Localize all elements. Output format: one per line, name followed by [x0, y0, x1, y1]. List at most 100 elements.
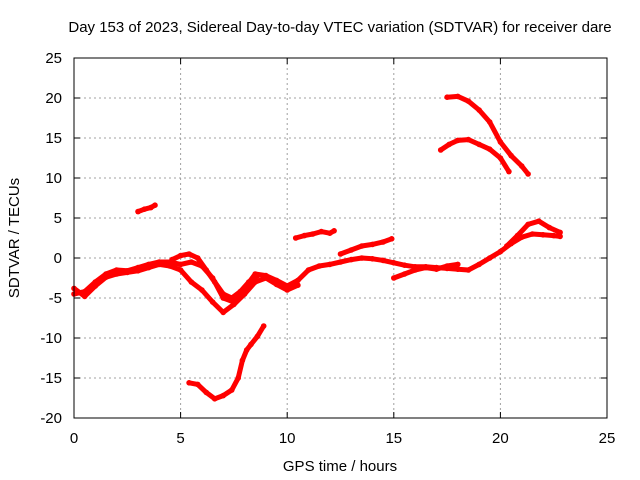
series-main-band-c: [169, 251, 261, 301]
y-tick-label: -10: [40, 330, 62, 347]
data-point: [327, 230, 333, 236]
data-point: [237, 288, 244, 295]
data-point: [508, 152, 514, 159]
series-short-arc-c: [337, 236, 395, 257]
data-point: [295, 277, 301, 284]
y-tick-label: -15: [40, 370, 62, 387]
data-point: [177, 261, 184, 268]
data-point: [476, 107, 482, 113]
data-point: [359, 255, 365, 261]
data-point: [273, 281, 280, 288]
data-point: [169, 256, 175, 263]
data-point: [497, 155, 504, 161]
data-point: [254, 272, 261, 279]
y-tick-label: 20: [45, 90, 62, 107]
data-point: [423, 264, 429, 271]
data-point: [444, 94, 450, 100]
data-point: [92, 283, 99, 289]
data-point: [465, 98, 472, 104]
data-point: [310, 231, 316, 237]
x-axis-label: GPS time / hours: [283, 458, 397, 475]
series-band-d: [391, 261, 461, 281]
data-point: [455, 261, 461, 268]
data-point: [177, 267, 184, 273]
data-point: [525, 221, 531, 228]
data-point: [337, 259, 344, 265]
data-point: [124, 269, 131, 276]
data-point: [260, 323, 267, 329]
data-point: [331, 228, 337, 234]
data-series: [71, 93, 563, 402]
data-point: [203, 389, 209, 396]
data-point: [263, 275, 269, 281]
data-point: [455, 93, 461, 100]
data-point: [145, 264, 152, 271]
data-point: [141, 206, 148, 212]
data-point: [476, 261, 482, 268]
data-point: [239, 357, 246, 364]
x-tick-label: 10: [279, 430, 296, 447]
data-point: [186, 380, 192, 386]
data-point: [229, 387, 235, 393]
data-point: [465, 136, 472, 143]
data-point: [156, 261, 163, 268]
series-line: [71, 261, 301, 315]
data-point: [412, 267, 418, 273]
data-point: [241, 291, 248, 297]
data-point: [546, 224, 553, 231]
data-point: [186, 251, 192, 257]
data-point: [284, 287, 291, 293]
data-point: [243, 347, 250, 353]
data-point: [231, 301, 237, 308]
data-point: [550, 232, 557, 239]
data-point: [380, 257, 386, 264]
y-tick-label: 15: [45, 130, 62, 147]
data-point: [401, 271, 408, 277]
data-point: [506, 168, 512, 175]
data-point: [199, 287, 205, 293]
data-point: [135, 268, 141, 274]
data-point: [465, 267, 472, 273]
y-axis-label: SDTVAR / TECUs: [6, 178, 23, 298]
data-point: [348, 247, 355, 253]
data-point: [557, 229, 563, 236]
data-point: [525, 171, 531, 177]
data-point: [254, 333, 261, 340]
data-point: [497, 248, 504, 255]
series-low-arc: [186, 323, 267, 402]
data-point: [220, 309, 226, 316]
data-point: [401, 262, 408, 269]
data-point: [194, 255, 201, 261]
data-point: [220, 291, 226, 297]
y-tick-label: 5: [54, 210, 62, 227]
data-point: [81, 293, 88, 300]
data-point: [248, 341, 254, 348]
data-point: [318, 228, 325, 235]
data-point: [444, 263, 450, 269]
x-tick-label: 25: [599, 430, 616, 447]
series-high-arc-a: [444, 93, 531, 177]
data-point: [292, 235, 299, 241]
y-tick-label: 0: [54, 250, 62, 267]
series-band-e: [504, 218, 563, 249]
data-point: [211, 396, 218, 402]
data-point: [529, 231, 536, 237]
data-point: [518, 163, 525, 169]
series-main-band-b: [71, 261, 301, 316]
data-point: [327, 261, 333, 268]
y-tick-label: 10: [45, 170, 62, 187]
x-tick-label: 5: [176, 430, 184, 447]
data-point: [455, 266, 461, 273]
data-point: [203, 267, 209, 273]
data-point: [476, 141, 482, 148]
data-point: [486, 146, 493, 152]
x-tick-label: 15: [385, 430, 402, 447]
data-point: [188, 259, 195, 265]
data-point: [455, 137, 461, 144]
data-point: [337, 251, 344, 257]
data-point: [209, 299, 216, 305]
data-point: [504, 243, 510, 249]
data-point: [103, 274, 109, 281]
data-point: [369, 241, 376, 248]
